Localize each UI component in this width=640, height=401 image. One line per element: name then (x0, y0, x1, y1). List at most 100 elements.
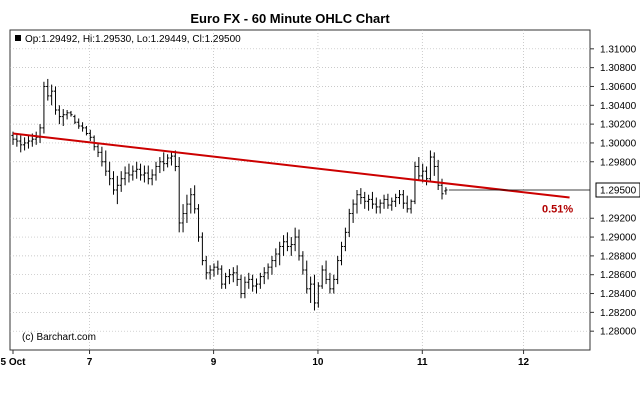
ohlc-bar (281, 235, 286, 256)
ohlc-bar (397, 190, 402, 205)
ohlc-bar (50, 84, 54, 106)
ohlc-bar (212, 263, 216, 277)
ohlc-bar (123, 166, 127, 186)
ohlc-bar (278, 241, 282, 266)
y-tick-label: 1.29000 (600, 233, 637, 244)
ohlc-bar (193, 185, 197, 214)
y-axis: 1.28000 1.28200 1.28400 1.28600 1.28800 1.290… (590, 44, 637, 338)
x-tick-label: 9 (211, 357, 217, 368)
ohlc-bar (239, 274, 243, 299)
last-price-box (595, 182, 640, 198)
ohlc-bar (26, 135, 31, 149)
ohlc-bar (351, 199, 355, 223)
ohlc-bar (169, 152, 174, 166)
ohlc-bar (73, 114, 77, 125)
y-tick-label: 1.28400 (600, 289, 637, 300)
ohlc-bar (424, 166, 429, 186)
y-tick-label: 1.30000 (600, 138, 637, 149)
x-tick-label: 12 (518, 357, 530, 368)
last-price-label: 1.29500 (600, 186, 637, 197)
x-tick-label: 10 (312, 357, 324, 368)
ohlc-bar (413, 161, 417, 205)
ohlc-bar (297, 229, 301, 261)
ohlc-bar (289, 237, 293, 256)
ohlc-bar (231, 267, 235, 283)
ohlc-bar (65, 110, 69, 120)
y-tick-label: 1.30400 (600, 101, 637, 112)
ohlc-bar (100, 146, 104, 167)
ohlc-bar (22, 137, 27, 151)
ohlc-bar (177, 157, 181, 233)
ohlc-bar (258, 272, 262, 289)
ohlc-bar (366, 194, 371, 211)
ohlc-bar (336, 255, 340, 285)
ohlc-bar (270, 255, 274, 275)
ohlc-info-line: Op:1.29492, Hi:1.29530, Lo:1.29449, Cl:1… (25, 34, 241, 45)
ohlc-bar (158, 157, 162, 174)
ohlc-bar (15, 133, 19, 147)
ohlc-bar (394, 193, 398, 207)
ohlc-bar (204, 255, 208, 280)
ohlc-bar (111, 171, 116, 195)
ohlc-bar (266, 263, 270, 280)
ohlc-bar (104, 150, 108, 176)
ohlc-bar (200, 232, 204, 266)
ohlc-bar (216, 260, 220, 275)
ohlc-bar (378, 199, 382, 214)
ohlc-bar (421, 163, 425, 183)
ohlc-bar (339, 241, 344, 266)
ohlc-bar (154, 161, 158, 181)
x-tick-label: 11 (417, 357, 428, 368)
ohlc-bar (359, 188, 363, 205)
chart-title: Euro FX - 60 Minute OHLC Chart (190, 11, 390, 26)
ohlc-bar (251, 274, 255, 292)
watermark: (c) Barchart.com (22, 332, 96, 343)
ohlc-bar (390, 197, 394, 211)
ohlc-bar (320, 265, 324, 289)
percent-annotation: 0.51% (542, 204, 573, 216)
ohlc-bar (309, 276, 313, 303)
ohlc-bar (428, 150, 433, 183)
x-axis: 5 Oct 7 9 10 11 12 (0, 350, 530, 368)
ohlc-bar (363, 191, 367, 209)
ohlc-bar (146, 165, 150, 185)
y-tick-label: 1.28000 (600, 327, 637, 338)
ohlc-bar (69, 110, 73, 117)
ohlc-bar (142, 165, 147, 183)
ohlc-bar (262, 267, 266, 285)
ohlc-bar (189, 188, 193, 214)
ohlc-bar (254, 278, 259, 294)
ohlc-bar (223, 272, 228, 289)
ohlc-bar (386, 193, 390, 209)
ohlc-bar (347, 208, 351, 238)
ohlc-bar (162, 152, 166, 172)
ohlc-bar (119, 171, 123, 192)
y-tick-label: 1.30600 (600, 82, 637, 93)
ohlc-bar (185, 194, 189, 223)
ohlc-bar (417, 157, 421, 181)
ohlc-bar (84, 126, 89, 136)
ohlc-bar (374, 197, 378, 214)
ohlc-bar (355, 190, 359, 214)
ohlc-bar (247, 272, 251, 289)
ohlc-bar (312, 274, 317, 311)
ohlc-bar (181, 204, 185, 233)
ohlc-bar (324, 260, 328, 285)
ohlc-bar (42, 81, 46, 134)
last-price-marker: 1.29500 (448, 182, 640, 198)
ohlc-bar (409, 199, 413, 214)
ohlc-bar (115, 175, 119, 205)
ohlc-bar (432, 152, 436, 176)
ohlc-bar (53, 86, 58, 115)
y-tick-label: 1.28800 (600, 251, 637, 262)
ohlc-bar (370, 191, 375, 209)
y-tick-label: 1.29800 (600, 157, 637, 168)
y-tick-label: 1.29200 (600, 214, 637, 225)
ohlc-bar (208, 265, 212, 280)
trendline (12, 132, 570, 199)
ohlc-bar (77, 118, 81, 129)
ohlc-bar (343, 227, 347, 252)
ohlc-bar (235, 265, 239, 286)
ohlc-bar (138, 163, 143, 181)
